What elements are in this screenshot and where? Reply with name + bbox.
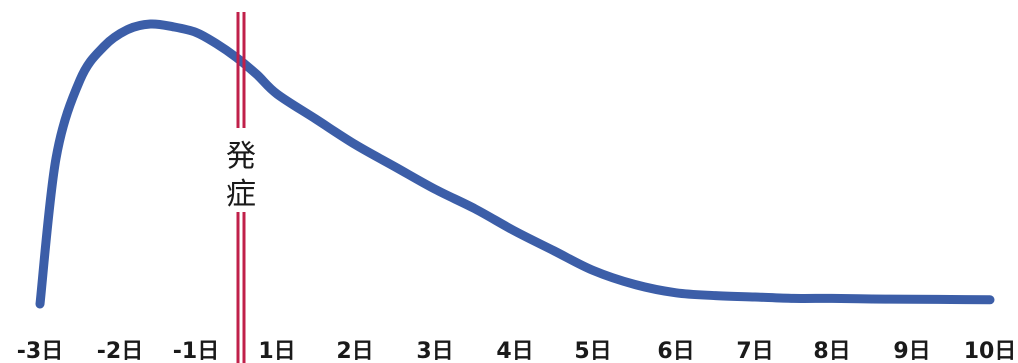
curve-layer bbox=[35, 19, 995, 309]
x-tick-label: 9日 bbox=[893, 339, 930, 363]
onset-label-char-2: 症 bbox=[226, 177, 256, 212]
x-tick-label: 10日 bbox=[964, 339, 1017, 363]
x-axis-tick-labels: -3日 -2日 -1日 1日 2日 3日 4日 5日 6日 7日 8日 9日 10日 bbox=[17, 339, 1017, 363]
x-tick-label: 4日 bbox=[496, 339, 533, 363]
x-tick-label: 8日 bbox=[813, 339, 850, 363]
onset-marker: 発 症 bbox=[221, 12, 261, 363]
onset-label-char-1: 発 bbox=[226, 139, 256, 174]
x-tick-label: 6日 bbox=[657, 339, 694, 363]
infectiousness-curve bbox=[35, 19, 995, 309]
onset-label-background bbox=[221, 128, 261, 212]
x-tick-label: 7日 bbox=[736, 339, 773, 363]
x-tick-label: -3日 bbox=[17, 339, 63, 363]
x-tick-label: -1日 bbox=[173, 339, 219, 363]
x-tick-label: 2日 bbox=[336, 339, 373, 363]
x-tick-label: -2日 bbox=[97, 339, 143, 363]
x-tick-label: 5日 bbox=[574, 339, 611, 363]
x-tick-label: 3日 bbox=[416, 339, 453, 363]
x-tick-label: 1日 bbox=[258, 339, 295, 363]
